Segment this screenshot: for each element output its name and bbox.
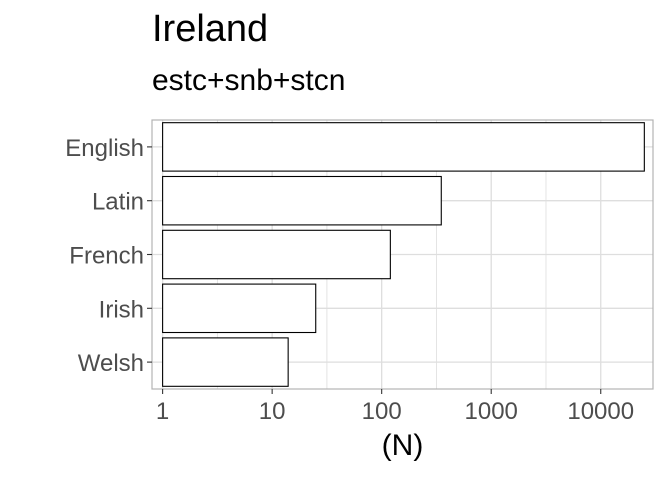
x-tick-label: 10000 xyxy=(567,398,634,425)
bar-english xyxy=(162,122,645,172)
bars xyxy=(162,122,645,387)
y-tick-label: Welsh xyxy=(78,350,144,377)
x-tick-label: 1 xyxy=(156,398,169,425)
y-tick-label: French xyxy=(69,243,144,270)
x-axis-label: (N) xyxy=(382,429,424,462)
bar-french xyxy=(162,229,391,280)
x-tick-label: 1000 xyxy=(465,398,518,425)
y-tick-label: Latin xyxy=(92,189,144,216)
y-tick-label: English xyxy=(65,135,144,162)
bar-latin xyxy=(162,175,442,226)
x-tick-label: 100 xyxy=(362,398,402,425)
bar-irish xyxy=(162,283,317,334)
chart-title: Ireland xyxy=(152,8,269,50)
x-tick-label: 10 xyxy=(259,398,286,425)
y-tick-label: Irish xyxy=(99,296,144,323)
x-axis-ticks: 1 10 100 1000 10000 xyxy=(156,389,634,425)
y-axis-ticks: English Latin French Irish Welsh xyxy=(65,135,152,377)
bar-welsh xyxy=(162,337,289,387)
chart-subtitle: estc+snb+stcn xyxy=(152,64,346,97)
